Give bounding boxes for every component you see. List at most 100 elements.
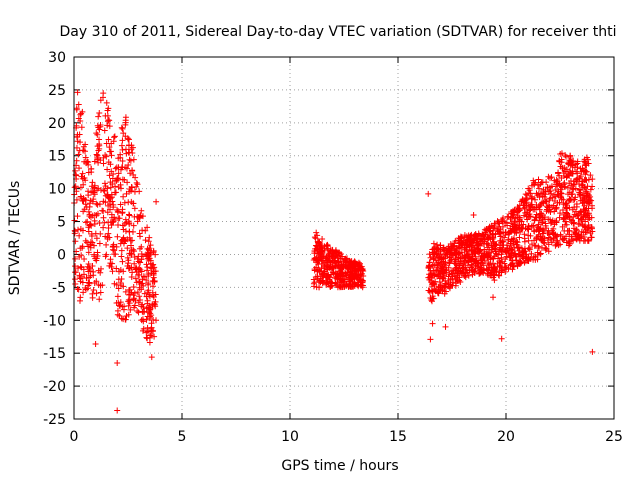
data-point <box>318 257 325 264</box>
data-point <box>588 224 595 231</box>
plot-border <box>73 56 615 420</box>
y-tick-label: 10 <box>48 182 66 198</box>
data-point <box>77 263 84 270</box>
data-point <box>347 282 354 289</box>
data-point <box>146 332 153 339</box>
data-point <box>74 89 81 96</box>
data-point <box>545 234 552 241</box>
data-point <box>75 226 82 233</box>
data-point <box>466 267 473 274</box>
data-point <box>114 407 121 414</box>
data-point <box>448 271 455 278</box>
data-point <box>531 228 538 235</box>
data-point <box>80 271 87 278</box>
data-point <box>438 260 445 267</box>
data-point <box>123 313 130 320</box>
data-point <box>589 176 596 183</box>
data-point <box>312 235 319 242</box>
data-point <box>323 242 330 249</box>
y-tick-label: -20 <box>43 379 66 395</box>
data-point <box>493 241 500 248</box>
data-point <box>429 320 436 327</box>
data-point <box>85 268 92 275</box>
data-point <box>559 235 566 242</box>
data-point <box>573 177 580 184</box>
data-point <box>131 304 138 311</box>
data-point <box>551 197 558 204</box>
data-point <box>433 267 440 274</box>
data-point <box>474 245 481 252</box>
data-point <box>478 265 485 272</box>
data-point <box>82 154 89 161</box>
data-point <box>144 224 151 231</box>
data-point <box>119 258 126 265</box>
data-point <box>543 179 550 186</box>
data-point <box>486 246 493 253</box>
data-point <box>138 317 145 324</box>
data-point <box>467 236 474 243</box>
data-point <box>555 169 562 176</box>
data-point <box>573 208 580 215</box>
y-tick-label: -10 <box>43 313 66 329</box>
y-tick-label: -25 <box>43 412 66 428</box>
x-tick-label: 0 <box>70 429 79 445</box>
data-point <box>126 264 133 271</box>
data-point <box>143 334 150 341</box>
data-point <box>83 204 90 211</box>
x-tick-label: 5 <box>178 429 187 445</box>
data-point <box>508 228 515 235</box>
data-point <box>86 274 93 281</box>
data-point <box>71 184 78 191</box>
data-point <box>576 189 583 196</box>
data-point <box>339 253 346 260</box>
data-point <box>426 251 433 258</box>
data-point <box>80 195 87 202</box>
data-point <box>72 255 79 262</box>
data-point <box>443 251 450 258</box>
data-point <box>526 213 533 220</box>
data-point <box>90 287 97 294</box>
data-point <box>343 255 350 262</box>
data-point <box>73 105 80 112</box>
data-point <box>311 279 318 286</box>
data-point <box>118 253 125 260</box>
data-point <box>537 250 544 257</box>
data-point <box>106 144 113 151</box>
data-point <box>94 210 101 217</box>
data-point <box>126 188 133 195</box>
data-point <box>578 209 585 216</box>
data-point <box>535 176 542 183</box>
data-point <box>84 218 91 225</box>
data-point <box>437 242 444 249</box>
data-point <box>550 202 557 209</box>
data-point <box>566 189 573 196</box>
data-point <box>142 227 149 234</box>
data-point <box>560 236 567 243</box>
data-point <box>526 187 533 194</box>
data-point <box>114 233 121 240</box>
data-point <box>476 238 483 245</box>
data-point <box>78 173 85 180</box>
data-point <box>137 259 144 266</box>
data-point <box>587 172 594 179</box>
data-point <box>442 323 449 330</box>
data-point <box>534 192 541 199</box>
data-point <box>559 165 566 172</box>
data-point <box>104 191 111 198</box>
data-point <box>462 264 469 271</box>
data-point <box>323 266 330 273</box>
data-point <box>523 209 530 216</box>
y-tick-label: 15 <box>48 149 66 165</box>
data-point <box>473 239 480 246</box>
data-point <box>86 264 93 271</box>
y-tick-label: -15 <box>43 346 66 362</box>
data-point <box>83 275 90 282</box>
data-point <box>477 235 484 242</box>
data-point <box>104 209 111 216</box>
y-tick-label: -5 <box>52 280 66 296</box>
data-point <box>516 215 523 222</box>
data-point <box>126 297 133 304</box>
data-point <box>453 251 460 258</box>
data-point <box>144 335 151 342</box>
data-point <box>544 229 551 236</box>
